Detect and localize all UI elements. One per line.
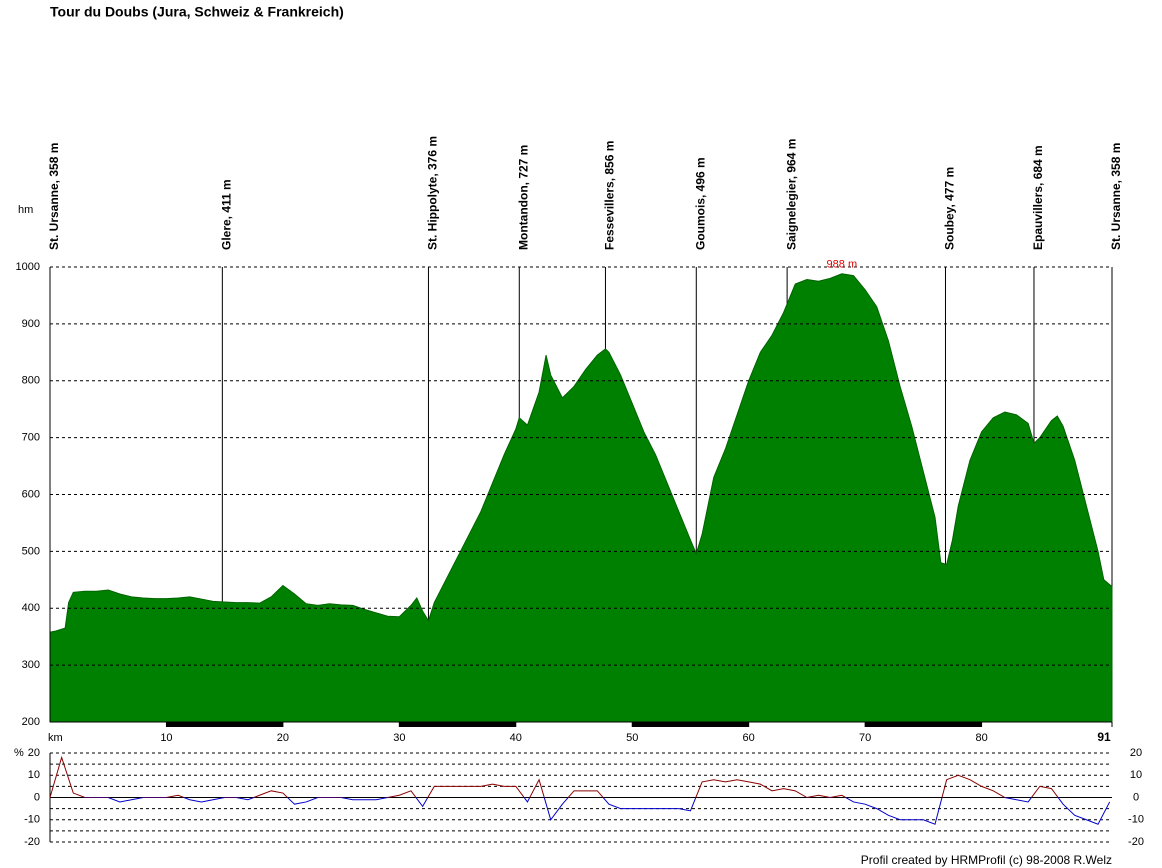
km-band — [632, 722, 749, 727]
y-tick-label-right: 10 — [1130, 769, 1142, 781]
y-tick-label: 200 — [22, 716, 40, 728]
gradient-line — [49, 755, 1111, 825]
waypoint-label: St. Ursanne, 358 m — [1109, 143, 1123, 250]
y-tick-label-right: -20 — [1128, 836, 1144, 848]
x-tick-label: 70 — [859, 732, 871, 744]
waypoint-label: Goumois, 496 m — [693, 157, 707, 250]
waypoint-label: St. Hippolyte, 376 m — [426, 136, 440, 250]
elevation-area — [49, 273, 1113, 723]
km-band — [515, 722, 633, 727]
y-tick-label: -10 — [24, 814, 40, 826]
km-band — [50, 722, 167, 727]
x-axis-label: km — [48, 732, 63, 744]
waypoint-label: Saignelegier, 964 m — [784, 139, 798, 250]
waypoint-label: Montandon, 727 m — [516, 145, 530, 250]
credit: Profil created by HRMProfil (c) 98-2008 … — [861, 853, 1112, 867]
y-tick-label-right: 0 — [1133, 791, 1139, 803]
waypoint-label: Glere, 411 m — [220, 179, 234, 250]
x-tick-label: 50 — [626, 732, 638, 744]
km-band — [865, 722, 982, 727]
y-tick-label: -20 — [24, 836, 40, 848]
y-tick-label: 300 — [22, 659, 40, 671]
x-tick-label: 10 — [160, 732, 172, 744]
y-axis-label: hm — [18, 204, 33, 216]
y-tick-label: 400 — [22, 602, 40, 614]
max-annotation: 988 m — [827, 259, 858, 271]
x-tick-label: 60 — [743, 732, 755, 744]
x-tick-label: 40 — [510, 732, 522, 744]
y-tick-label: 0 — [34, 791, 40, 803]
km-band — [981, 722, 1112, 727]
waypoint-label: Fessevillers, 856 m — [603, 141, 617, 250]
waypoint-label: Soubey, 477 m — [943, 167, 957, 250]
waypoint-label: Epauvillers, 684 m — [1031, 145, 1045, 250]
y-tick-label: 600 — [22, 488, 40, 500]
y-tick-label-right: -10 — [1128, 814, 1144, 826]
y-tick-label: 500 — [22, 545, 40, 557]
y-tick-label: 700 — [22, 432, 40, 444]
x-tick-label: 80 — [975, 732, 987, 744]
y-tick-label: 10 — [28, 769, 40, 781]
chart-title: Tour du Doubs (Jura, Schweiz & Frankreic… — [50, 4, 344, 20]
y-tick-label: 900 — [22, 318, 40, 330]
km-band — [282, 722, 400, 727]
waypoint-label: St. Ursanne, 358 m — [47, 143, 61, 250]
gradient-axis-label: % — [14, 747, 24, 759]
y-tick-label: 800 — [22, 375, 40, 387]
km-band — [748, 722, 866, 727]
x-tick-label: 91 — [1097, 730, 1111, 744]
y-tick-label: 20 — [28, 747, 40, 759]
km-band — [399, 722, 516, 727]
km-band — [166, 722, 283, 727]
x-tick-label: 30 — [393, 732, 405, 744]
x-tick-label: 20 — [277, 732, 289, 744]
y-tick-label: 1000 — [16, 261, 40, 273]
y-tick-label-right: 20 — [1130, 747, 1142, 759]
